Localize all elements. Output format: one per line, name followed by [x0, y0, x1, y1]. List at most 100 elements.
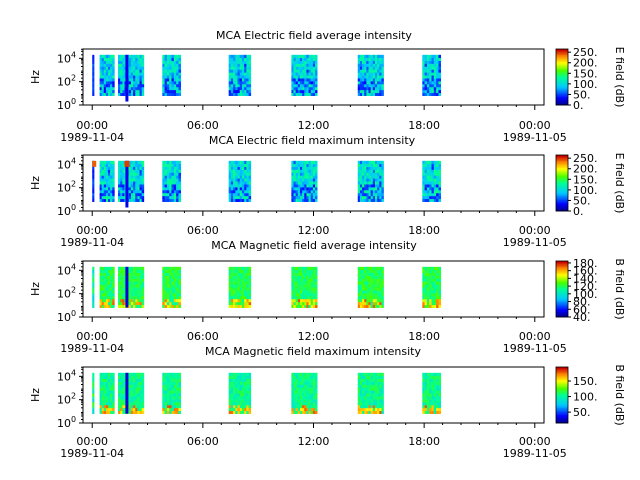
- heatmap-cell: [176, 163, 179, 167]
- heatmap-cell: [176, 269, 179, 273]
- heatmap-cell: [364, 192, 367, 197]
- heatmap-cell: [108, 272, 111, 276]
- heatmap-cell: [141, 404, 145, 409]
- heatmap-cell: [164, 396, 168, 400]
- heatmap-cell: [379, 175, 382, 179]
- heatmap-cell: [431, 287, 435, 291]
- heatmap-cell: [122, 284, 125, 288]
- heatmap-cell: [297, 384, 301, 388]
- heatmap-cell: [306, 84, 309, 88]
- heatmap-cell: [431, 166, 435, 170]
- heatmap-cell: [374, 178, 378, 182]
- heatmap-cell: [306, 178, 309, 182]
- heatmap-cell: [244, 284, 247, 288]
- heatmap-cell: [122, 410, 125, 414]
- heatmap-cell: [312, 393, 316, 397]
- heatmap-cell: [366, 54, 369, 59]
- x-tick-label: 18:00: [408, 119, 440, 132]
- heatmap-cell: [137, 60, 140, 64]
- heatmap-cell: [139, 390, 142, 394]
- heatmap-cell: [431, 175, 435, 179]
- colorbar-tick-label: 180.: [573, 257, 598, 270]
- heatmap-cell: [235, 404, 238, 409]
- heatmap-cell: [105, 187, 109, 191]
- heatmap-cell: [248, 63, 252, 67]
- heatmap-cell: [312, 66, 316, 70]
- heatmap-cell: [372, 304, 376, 308]
- heatmap-cell: [291, 60, 294, 64]
- heatmap-cell: [374, 284, 378, 288]
- heatmap-cell: [135, 187, 138, 191]
- heatmap-cell: [135, 290, 138, 294]
- heatmap-cell: [308, 375, 312, 379]
- heatmap-cell: [302, 269, 305, 273]
- heatmap-cell: [299, 72, 303, 76]
- heatmap-cell: [120, 160, 123, 165]
- heatmap-cell: [122, 60, 125, 64]
- heatmap-cell: [438, 172, 442, 176]
- heatmap-cell: [135, 269, 138, 273]
- heatmap-cell: [230, 287, 234, 291]
- heatmap-cell: [381, 81, 384, 85]
- heatmap-cell: [370, 296, 374, 300]
- heatmap-cell: [433, 184, 437, 188]
- heatmap-cell: [372, 407, 376, 412]
- heatmap-cell: [101, 396, 105, 400]
- heatmap-cell: [302, 86, 305, 91]
- heatmap-cell: [244, 278, 247, 282]
- heatmap-cell: [99, 89, 103, 94]
- heatmap-cell: [230, 84, 234, 88]
- heatmap-cell: [241, 384, 245, 388]
- heatmap-cell: [438, 407, 442, 412]
- heatmap-cell: [176, 63, 179, 67]
- heatmap-cell: [357, 269, 361, 273]
- heatmap-cell: [422, 275, 425, 279]
- heatmap-cell: [139, 86, 142, 91]
- heatmap-cell: [297, 399, 301, 403]
- heatmap-cell: [295, 381, 299, 385]
- heatmap-cell: [364, 54, 367, 59]
- heatmap-cell: [133, 301, 136, 306]
- heatmap-cell: [133, 387, 136, 391]
- heatmap-cell: [241, 198, 245, 202]
- heatmap-cell: [308, 92, 312, 96]
- heatmap-cell: [424, 187, 428, 191]
- heatmap-cell: [108, 57, 111, 61]
- heatmap-cell: [315, 275, 318, 279]
- heatmap-cell: [291, 89, 294, 94]
- heatmap-cell: [164, 399, 168, 403]
- heatmap-cell: [308, 284, 312, 288]
- heatmap-cell: [239, 163, 243, 167]
- heatmap-cell: [297, 266, 301, 271]
- colorbar-swatch: [556, 297, 568, 300]
- heatmap-cell: [105, 278, 109, 282]
- heatmap-cell: [133, 375, 136, 379]
- heatmap-cell: [302, 390, 305, 394]
- heatmap-cell: [433, 92, 437, 96]
- heatmap-cell: [108, 402, 111, 406]
- heatmap-cell: [357, 192, 361, 197]
- heatmap-cell: [139, 301, 142, 306]
- heatmap-cell: [178, 92, 182, 96]
- heatmap-cell: [99, 381, 103, 385]
- heatmap-cell: [291, 72, 294, 76]
- heatmap-cell: [297, 281, 301, 285]
- heatmap-cell: [162, 375, 165, 379]
- heatmap-cell: [308, 384, 312, 388]
- heatmap-cell: [162, 81, 165, 85]
- colorbar-swatch: [556, 277, 568, 280]
- heatmap-cell: [137, 160, 140, 165]
- heatmap-cell: [139, 75, 142, 79]
- heatmap-cell: [141, 190, 145, 194]
- heatmap-cell: [166, 160, 170, 165]
- heatmap-cell: [112, 272, 115, 276]
- heatmap-cell: [166, 396, 170, 400]
- heatmap-cell: [237, 387, 241, 391]
- heatmap-cell: [166, 184, 170, 188]
- heatmap-cell: [246, 410, 249, 414]
- heatmap-cell: [315, 298, 318, 303]
- heatmap-cell: [112, 169, 115, 173]
- heatmap-cell: [362, 160, 365, 165]
- heatmap-cell: [377, 390, 380, 394]
- heatmap-cell: [122, 78, 125, 82]
